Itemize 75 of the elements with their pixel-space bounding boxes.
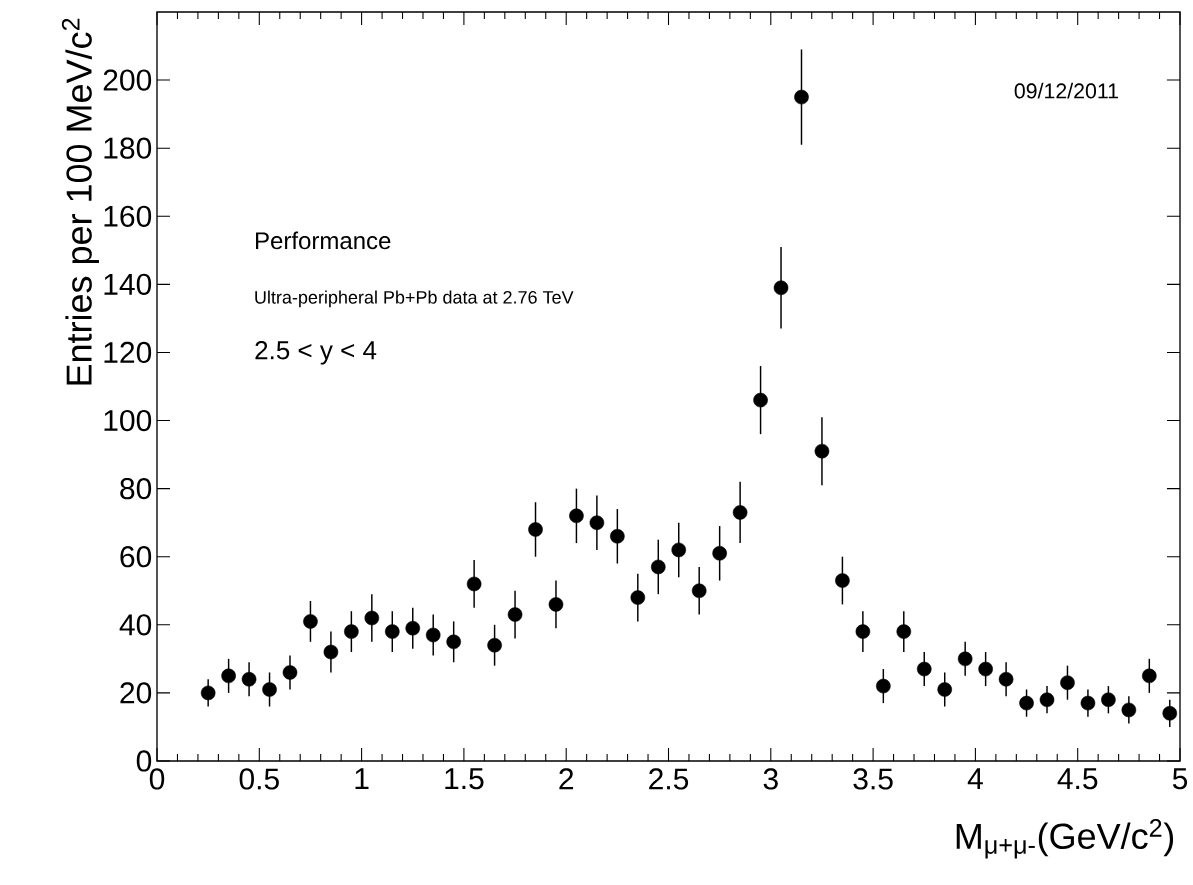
- point: [425, 627, 441, 643]
- point: [651, 559, 666, 575]
- y-tick-label: 140: [104, 273, 152, 295]
- x-tick-label: 1: [355, 768, 369, 789]
- point: [773, 280, 789, 296]
- point: [221, 668, 236, 684]
- point: [200, 685, 216, 701]
- x-tick-label: 2.5: [649, 768, 689, 790]
- x-tick-label: 3.5: [853, 768, 893, 790]
- point: [712, 546, 727, 561]
- x-tick-label: 5: [1172, 768, 1188, 790]
- point: [937, 682, 952, 697]
- point: [262, 682, 277, 697]
- point: [978, 661, 993, 677]
- y-tick-label: 20: [120, 682, 152, 704]
- x-tick-label: 0.5: [239, 768, 279, 790]
- x-tick-label: 4.5: [1057, 768, 1098, 790]
- point: [405, 620, 421, 636]
- point: [344, 624, 359, 639]
- annotation: 09/12/2011: [1014, 82, 1118, 99]
- point: [323, 644, 339, 660]
- point: [1121, 702, 1137, 718]
- x-tick-label: 3: [763, 768, 778, 790]
- y-tick-label: 0: [136, 750, 152, 772]
- point: [896, 624, 912, 639]
- y-tick-label: 120: [104, 341, 152, 364]
- x-tick-label: 2: [559, 768, 574, 790]
- point: [671, 542, 687, 558]
- point: [385, 624, 400, 639]
- point: [487, 637, 502, 653]
- point: [446, 634, 461, 650]
- point: [507, 607, 523, 622]
- y-tick-label: 100: [104, 409, 152, 432]
- point: [814, 443, 830, 459]
- point: [569, 508, 584, 524]
- point: [1142, 668, 1157, 684]
- y-tick-label: 200: [103, 69, 152, 91]
- point: [957, 651, 973, 667]
- point: [528, 522, 543, 537]
- annotation: Performance: [256, 231, 391, 250]
- y-tick-label: 80: [120, 478, 152, 500]
- point: [876, 678, 891, 694]
- point: [1101, 692, 1116, 707]
- point: [732, 505, 748, 520]
- annotation: 2.5 < y < 4: [255, 341, 377, 365]
- point: [303, 614, 318, 629]
- y-tick-label: 40: [119, 614, 152, 636]
- x-tick-label: 1.5: [445, 768, 484, 790]
- point: [835, 573, 850, 588]
- point: [794, 89, 809, 105]
- point: [998, 672, 1014, 687]
- point: [1080, 695, 1096, 711]
- point: [691, 583, 707, 599]
- point: [1162, 706, 1178, 721]
- y-axis-title: Entries per 100 MeV/c$^{2}$: [61, 18, 99, 385]
- point: [753, 392, 768, 408]
- point: [282, 665, 298, 680]
- point: [1060, 675, 1075, 690]
- y-tick-label: 180: [104, 137, 152, 159]
- y-tick-label: 60: [120, 546, 152, 568]
- point: [916, 661, 932, 677]
- point: [548, 597, 564, 612]
- annotation: Ultra-peripheral Pb+Pb data at 2.76 TeV: [255, 290, 574, 308]
- point: [630, 590, 646, 605]
- point: [241, 672, 257, 687]
- x-tick-label: 4: [967, 768, 983, 789]
- x-axis-title: M$_{μ+μ-}$(GeV/c$^{2}$): [956, 819, 1174, 859]
- point: [589, 515, 605, 530]
- point: [1039, 692, 1055, 707]
- point: [1019, 695, 1034, 711]
- y-tick-label: 160: [104, 205, 152, 227]
- point: [610, 529, 625, 544]
- point: [364, 610, 380, 626]
- point: [466, 576, 482, 592]
- point: [855, 624, 871, 639]
